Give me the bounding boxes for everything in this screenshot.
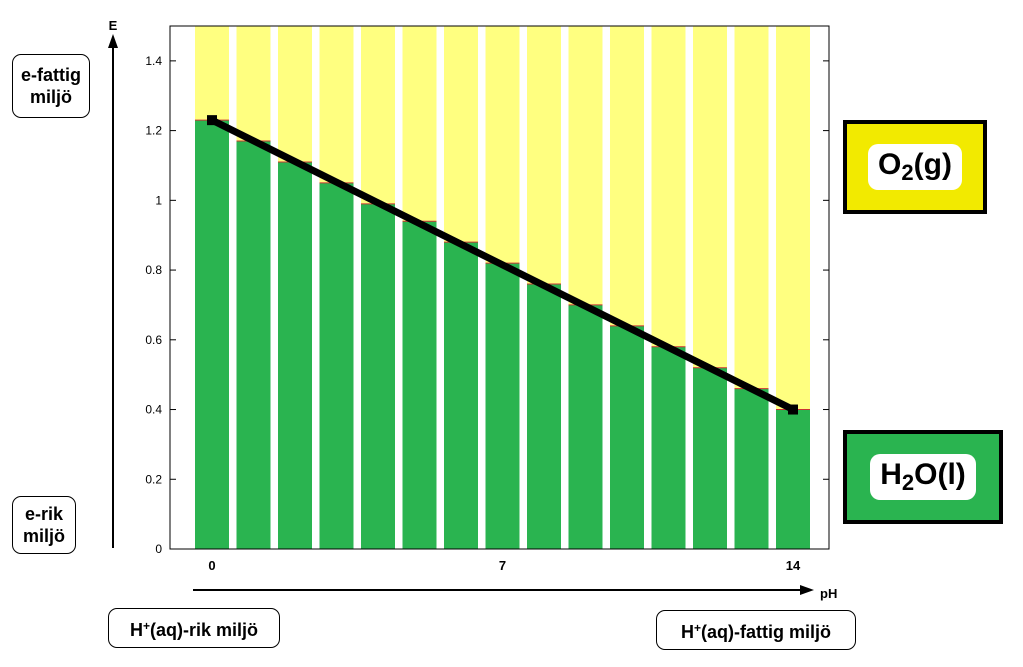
bar-o2 bbox=[319, 26, 354, 183]
boundary-marker bbox=[207, 115, 217, 126]
bar-h2o bbox=[651, 346, 686, 549]
h-rich-suffix: (aq)-rik miljö bbox=[150, 620, 259, 640]
boundary-line-group bbox=[207, 115, 798, 415]
y-tick-label: 0.6 bbox=[145, 333, 162, 347]
bar-h2o bbox=[278, 161, 312, 550]
bar-h2o bbox=[361, 203, 395, 549]
bar-h2o bbox=[444, 242, 478, 549]
bar-o2 bbox=[568, 26, 603, 305]
bar-h2o bbox=[195, 120, 229, 549]
y-axis-label: E bbox=[109, 18, 118, 33]
legend-o2-label: O2(g) bbox=[868, 144, 962, 190]
bar-o2 bbox=[236, 26, 271, 142]
y-tick-label: 0.8 bbox=[145, 263, 162, 277]
h-rich-prefix: H bbox=[129, 620, 143, 640]
bar-h2o bbox=[485, 263, 520, 549]
bar-o2 bbox=[693, 26, 727, 368]
bar-h2o bbox=[568, 304, 603, 549]
boundary-line bbox=[210, 117, 795, 413]
legend-h2o: H2O(l) bbox=[843, 430, 1003, 524]
axis-arrows bbox=[108, 34, 814, 595]
bar-h2o bbox=[236, 141, 271, 549]
y-tick-label: 0.2 bbox=[145, 472, 162, 486]
tick-group: 0 0.2 0.4 0.6 0.8 1 1.2 1.4 0 7 14 bbox=[145, 54, 829, 573]
bar-o2 bbox=[361, 26, 395, 204]
bar-o2 bbox=[734, 26, 769, 389]
h-rich-sup: + bbox=[142, 619, 150, 633]
legend-h2o-label: H2O(l) bbox=[870, 454, 976, 500]
y-tick-label: 0.4 bbox=[145, 403, 162, 417]
bar-o2 bbox=[402, 26, 437, 222]
bar-h2o bbox=[527, 284, 561, 549]
x-tick-label: 14 bbox=[786, 558, 801, 573]
e-poor-line2: miljö bbox=[29, 87, 72, 107]
h-poor-sup: + bbox=[694, 621, 702, 635]
bar-h2o bbox=[776, 409, 810, 549]
bar-o2 bbox=[444, 26, 478, 243]
h-poor-suffix: (aq)-fattig miljö bbox=[701, 622, 831, 642]
e-rich-label: e-rik miljö bbox=[12, 496, 76, 554]
bar-h2o bbox=[402, 221, 437, 549]
bar-o2 bbox=[610, 26, 644, 326]
plot-frame bbox=[169, 25, 830, 550]
x-tick-label: 0 bbox=[208, 558, 215, 573]
bar-h2o bbox=[319, 182, 354, 549]
e-poor-line1: e-fattig bbox=[21, 65, 81, 85]
y-tick-label: 1.2 bbox=[145, 124, 162, 138]
y-tick-label: 0 bbox=[155, 542, 162, 556]
bar-o2 bbox=[651, 26, 686, 347]
h-rich-label: H+(aq)-rik miljö bbox=[108, 608, 280, 648]
y-tick-label: 1 bbox=[155, 193, 162, 207]
h-poor-label: H+(aq)-fattig miljö bbox=[656, 610, 856, 650]
h-poor-prefix: H bbox=[681, 622, 694, 642]
bar-o2 bbox=[278, 26, 312, 162]
y-axis-arrow-head bbox=[108, 34, 118, 48]
bar-group bbox=[195, 26, 810, 550]
bar-o2 bbox=[485, 26, 520, 264]
bar-o2 bbox=[776, 26, 810, 410]
x-axis-label: pH bbox=[820, 586, 837, 601]
boundary-marker bbox=[788, 404, 798, 415]
bar-h2o bbox=[610, 325, 644, 549]
bar-o2 bbox=[527, 26, 561, 285]
e-rich-line1: e-rik bbox=[24, 504, 64, 524]
x-axis-arrow-head bbox=[800, 585, 814, 595]
e-rich-line2: miljö bbox=[22, 526, 65, 546]
y-tick-label: 1.4 bbox=[145, 54, 162, 68]
bar-h2o bbox=[734, 388, 769, 549]
legend-o2: O2(g) bbox=[843, 120, 987, 214]
x-tick-label: 7 bbox=[499, 558, 506, 573]
e-poor-label: e-fattig miljö bbox=[12, 54, 90, 118]
bar-o2 bbox=[195, 26, 229, 121]
bar-h2o bbox=[693, 367, 727, 549]
